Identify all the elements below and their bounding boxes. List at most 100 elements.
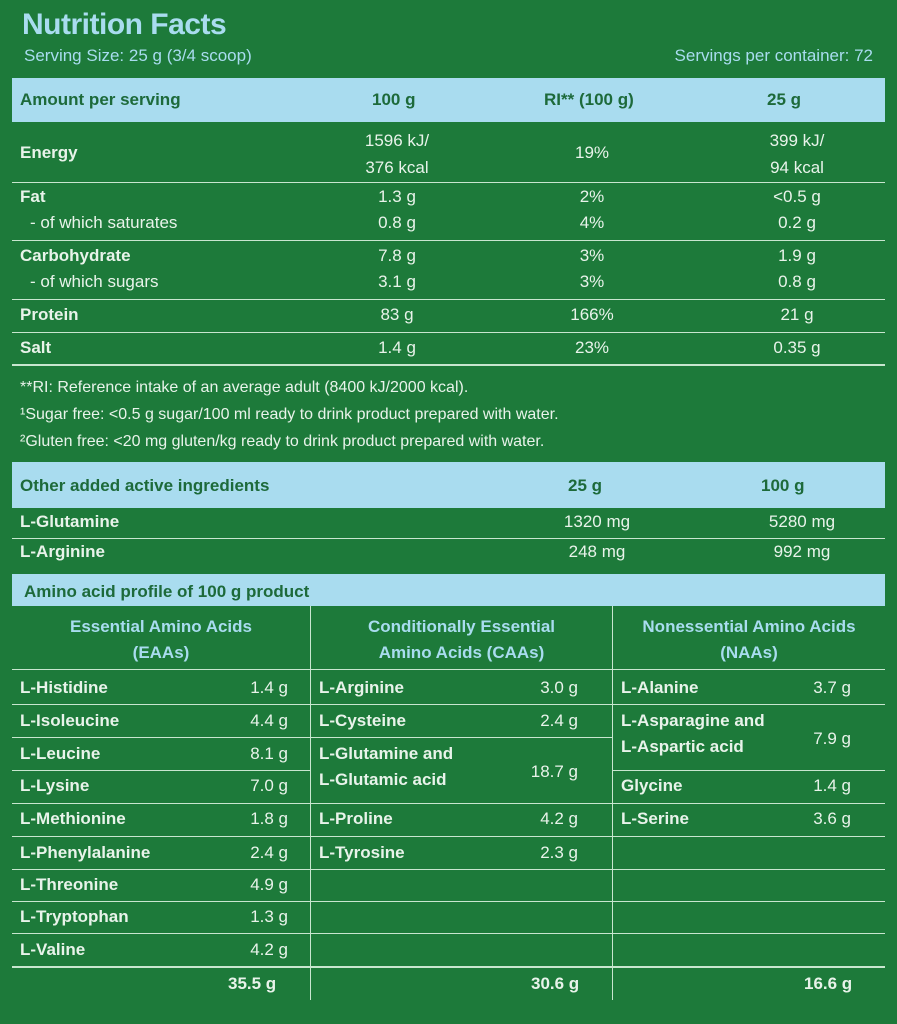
- nutrition-row-protein: Protein 83 g 166% 21 g: [12, 305, 885, 329]
- value-100g: 83 g: [380, 305, 414, 324]
- nutrient-label: Energy: [20, 143, 78, 162]
- amino-name: Glycine: [621, 776, 683, 795]
- amino-name: L-Serine: [621, 809, 690, 828]
- footnote-sugar-free: ¹Sugar free: <0.5 g sugar/100 ml ready t…: [20, 406, 559, 423]
- row-divider: [613, 869, 885, 870]
- col-ri: RI** (100 g): [544, 90, 634, 109]
- amino-value: 3.6 g: [813, 809, 851, 828]
- heading-line: Essential Amino Acids: [69, 617, 252, 636]
- col-active-ingredients: Other added active ingredients: [20, 476, 270, 495]
- row-divider: [613, 704, 885, 705]
- row-divider: [613, 836, 885, 837]
- amino-value: 3.0 g: [540, 678, 578, 697]
- active-row-glutamine: L-Glutamine 1320 mg 5280 mg: [12, 512, 885, 536]
- amino-name: L-Cysteine: [319, 711, 406, 730]
- amino-value: 4.2 g: [540, 809, 578, 828]
- amino-name: L-Proline: [319, 809, 393, 828]
- amino-name: L-Tryptophan: [20, 907, 129, 926]
- value-25g: 0.8 g: [778, 272, 816, 291]
- footnote-ri: **RI: Reference intake of an average adu…: [20, 379, 469, 396]
- amino-name-line: L-Glutamine and: [319, 744, 454, 763]
- row-divider: [613, 770, 885, 771]
- footnote-gluten-free: ²Gluten free: <20 mg gluten/kg ready to …: [20, 433, 545, 450]
- value-ri: 19%: [574, 143, 610, 162]
- col-25g: 25 g: [568, 476, 603, 495]
- value-line: 1596 kJ/: [364, 131, 430, 150]
- page-title: Nutrition Facts: [22, 8, 227, 41]
- nutrition-header-bar: Amount per serving 100 g RI** (100 g) 25…: [12, 78, 885, 122]
- value-line: 399 kJ/: [769, 131, 825, 150]
- caa-heading: Conditionally Essential Amino Acids (CAA…: [311, 614, 612, 666]
- amino-value: 2.3 g: [540, 843, 578, 862]
- amino-row: L-Asparagine and L-Aspartic acid 7.9 g: [613, 708, 885, 760]
- value-25g: 399 kJ/ 94 kcal: [732, 127, 862, 181]
- value-line: 94 kcal: [770, 158, 824, 177]
- row-divider: [12, 669, 310, 670]
- amino-value: 1.3 g: [250, 907, 288, 926]
- footnotes: **RI: Reference intake of an average adu…: [20, 374, 559, 455]
- heading-line: Nonessential Amino Acids: [642, 617, 856, 636]
- active-row-arginine: L-Arginine 248 mg 992 mg: [12, 542, 885, 566]
- caa-total: 30.6 g: [531, 974, 580, 993]
- value-100g: 5280 mg: [768, 512, 836, 531]
- row-divider: [613, 901, 885, 902]
- row-divider: [311, 737, 612, 738]
- amino-row: L-Glutamine and L-Glutamic acid 18.7 g: [311, 741, 612, 793]
- row-divider: [12, 240, 885, 241]
- value-25g: 248 mg: [568, 542, 626, 561]
- value-ri: 23%: [574, 338, 610, 357]
- amino-value: 4.9 g: [250, 875, 288, 894]
- nutrition-row-saturates: - of which saturates 0.8 g 4% 0.2 g: [12, 213, 885, 237]
- nutrition-row-carbohydrate: Carbohydrate 7.8 g 3% 1.9 g: [12, 246, 885, 270]
- value-100g: 1.4 g: [378, 338, 416, 357]
- amino-value: 2.4 g: [250, 843, 288, 862]
- row-divider: [12, 538, 885, 539]
- amino-value: 1.8 g: [250, 809, 288, 828]
- nutrition-row-salt: Salt 1.4 g 23% 0.35 g: [12, 338, 885, 362]
- row-divider: [311, 869, 612, 870]
- col-100g: 100 g: [372, 90, 416, 109]
- servings-per-container: Servings per container: 72: [674, 46, 873, 65]
- row-divider: [613, 669, 885, 670]
- row-divider: [311, 901, 612, 902]
- active-ingredients-header-bar: Other added active ingredients 25 g 100 …: [12, 462, 885, 508]
- row-divider: [12, 933, 310, 934]
- amino-value: 4.4 g: [250, 711, 288, 730]
- row-divider: [311, 803, 612, 804]
- value-ri: 3%: [579, 246, 605, 265]
- value-ri: 2%: [579, 187, 605, 206]
- eaa-total: 35.5 g: [228, 974, 277, 993]
- naa-heading: Nonessential Amino Acids (NAAs): [613, 614, 885, 666]
- column-divider: [310, 606, 311, 1000]
- amino-name: L-Methionine: [20, 809, 126, 828]
- value-25g: 0.2 g: [778, 213, 816, 232]
- amino-name: L-Alanine: [621, 678, 699, 697]
- value-100g: 992 mg: [773, 542, 831, 561]
- row-divider: [311, 836, 612, 837]
- column-divider: [612, 606, 613, 1000]
- col-25g: 25 g: [767, 90, 802, 109]
- amino-name: L-Histidine: [20, 678, 108, 697]
- heading-line: Conditionally Essential: [367, 617, 556, 636]
- nutrient-label: Protein: [20, 305, 79, 324]
- ingredient-label: L-Arginine: [20, 542, 105, 561]
- ingredient-label: L-Glutamine: [20, 512, 120, 531]
- row-divider: [311, 669, 612, 670]
- row-divider: [12, 770, 310, 771]
- eaa-heading: Essential Amino Acids (EAAs): [12, 614, 310, 666]
- row-divider: [12, 364, 885, 366]
- row-divider: [311, 933, 612, 934]
- nutrient-label: Fat: [20, 187, 46, 206]
- nutrient-label: Carbohydrate: [20, 246, 131, 265]
- value-100g: 1596 kJ/ 376 kcal: [332, 127, 462, 181]
- row-divider: [311, 704, 612, 705]
- value-ri: 3%: [579, 272, 605, 291]
- nutrition-row-energy: Energy 1596 kJ/ 376 kcal 19% 399 kJ/ 94 …: [12, 126, 885, 180]
- amino-acid-grid: Essential Amino Acids (EAAs) L-Histidine…: [12, 606, 885, 1000]
- value-100g: 3.1 g: [378, 272, 416, 291]
- row-divider: [12, 901, 310, 902]
- amino-value: 1.4 g: [250, 678, 288, 697]
- row-divider: [12, 332, 885, 333]
- amino-value: 7.9 g: [813, 729, 851, 748]
- value-25g: 21 g: [780, 305, 814, 324]
